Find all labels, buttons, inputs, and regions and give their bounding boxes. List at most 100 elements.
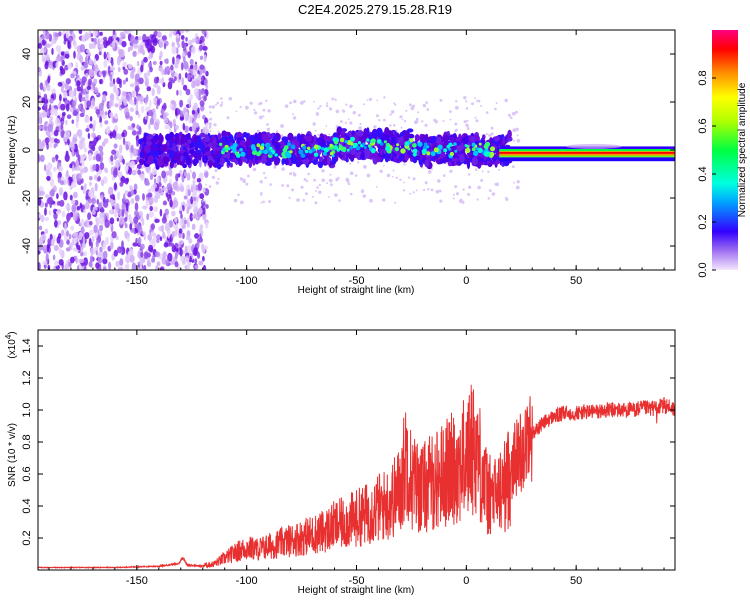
noise-speck bbox=[317, 133, 320, 136]
noise-speck bbox=[352, 111, 356, 115]
x-tick-label: 50 bbox=[570, 575, 582, 587]
noise-speck bbox=[262, 200, 266, 204]
snr-series-line bbox=[38, 384, 675, 570]
noise-blob bbox=[76, 114, 80, 123]
noise-blob bbox=[59, 93, 62, 102]
noise-blob bbox=[102, 258, 108, 265]
colorbar-gradient bbox=[712, 30, 738, 270]
noise-blob bbox=[86, 100, 92, 108]
noise-blob bbox=[72, 137, 78, 143]
signal-peak bbox=[383, 140, 387, 144]
noise-speck bbox=[424, 123, 428, 127]
signal-peak bbox=[231, 145, 237, 151]
noise-speck bbox=[383, 96, 386, 99]
noise-blob bbox=[98, 102, 104, 112]
signal-blob bbox=[169, 131, 175, 139]
signal-peak bbox=[338, 144, 343, 149]
noise-speck bbox=[237, 193, 240, 197]
noise-blob bbox=[133, 183, 138, 191]
noise-speck bbox=[208, 185, 212, 189]
noise-speck bbox=[468, 185, 472, 189]
signal-peak bbox=[346, 148, 350, 152]
signal-peak bbox=[426, 151, 431, 156]
noise-speck bbox=[360, 189, 365, 194]
noise-speck bbox=[342, 109, 346, 113]
signal-blob bbox=[350, 148, 356, 155]
noise-speck bbox=[213, 123, 217, 127]
signal-peak bbox=[261, 143, 265, 147]
noise-blob bbox=[83, 257, 88, 266]
noise-blob bbox=[94, 182, 98, 192]
signal-blob bbox=[327, 156, 331, 165]
noise-blob bbox=[186, 172, 191, 181]
noise-blob bbox=[85, 116, 90, 124]
noise-blob bbox=[197, 211, 201, 220]
noise-blob bbox=[197, 182, 203, 191]
noise-blob bbox=[169, 121, 173, 129]
noise-blob bbox=[199, 193, 205, 200]
noise-blob bbox=[72, 212, 78, 222]
signal-blob bbox=[154, 158, 158, 165]
noise-blob bbox=[76, 205, 81, 211]
signal-blob bbox=[507, 129, 512, 139]
noise-blob bbox=[164, 208, 169, 216]
signal-blob bbox=[217, 132, 222, 141]
noise-speck bbox=[430, 168, 433, 171]
noise-blob bbox=[72, 110, 78, 117]
noise-speck bbox=[437, 179, 441, 183]
noise-blob bbox=[192, 179, 196, 185]
noise-blob bbox=[202, 264, 207, 270]
noise-speck bbox=[402, 189, 406, 192]
signal-blob bbox=[368, 133, 373, 141]
noise-speck bbox=[293, 99, 297, 104]
signal-peak bbox=[234, 151, 239, 156]
noise-speck bbox=[281, 167, 285, 171]
signal-blob bbox=[373, 130, 378, 138]
noise-speck bbox=[262, 172, 266, 175]
noise-blob bbox=[173, 199, 179, 208]
signal-blob bbox=[162, 156, 170, 165]
noise-blob bbox=[120, 104, 126, 109]
noise-blob bbox=[67, 130, 71, 138]
signal-blob bbox=[144, 144, 151, 154]
signal-peak bbox=[371, 148, 376, 153]
noise-speck bbox=[366, 173, 371, 178]
signal-peak bbox=[430, 151, 436, 157]
noise-blob bbox=[60, 103, 66, 111]
noise-blob bbox=[129, 115, 133, 122]
noise-speck bbox=[455, 192, 460, 196]
signal-peak bbox=[290, 144, 296, 150]
noise-blob bbox=[150, 257, 156, 263]
noise-blob bbox=[107, 65, 111, 75]
noise-speck bbox=[245, 182, 249, 186]
noise-speck bbox=[516, 134, 519, 137]
signal-peak bbox=[489, 151, 495, 157]
noise-blob bbox=[190, 64, 194, 70]
noise-blob bbox=[188, 115, 193, 124]
noise-blob bbox=[125, 111, 130, 120]
noise-blob bbox=[178, 109, 181, 115]
carrier-halo bbox=[565, 143, 622, 149]
noise-blob bbox=[96, 198, 100, 205]
noise-blob bbox=[44, 228, 49, 235]
signal-blob bbox=[186, 156, 192, 166]
noise-blob bbox=[82, 141, 86, 149]
y-tick-label: -20 bbox=[21, 190, 33, 206]
signal-peak bbox=[221, 148, 226, 152]
noise-blob bbox=[122, 91, 127, 97]
signal-blob bbox=[156, 158, 164, 167]
noise-blob bbox=[93, 78, 98, 85]
noise-blob bbox=[195, 206, 199, 213]
noise-blob bbox=[57, 81, 63, 87]
noise-blob bbox=[203, 79, 208, 86]
noise-blob bbox=[191, 38, 197, 43]
noise-speck bbox=[485, 133, 488, 136]
noise-blob bbox=[59, 180, 65, 186]
noise-blob bbox=[109, 132, 113, 139]
noise-blob bbox=[192, 196, 197, 201]
signal-peak bbox=[478, 142, 482, 146]
noise-speck bbox=[399, 115, 403, 119]
noise-blob bbox=[91, 209, 96, 215]
signal-peak bbox=[289, 150, 293, 154]
noise-speck bbox=[382, 118, 386, 122]
